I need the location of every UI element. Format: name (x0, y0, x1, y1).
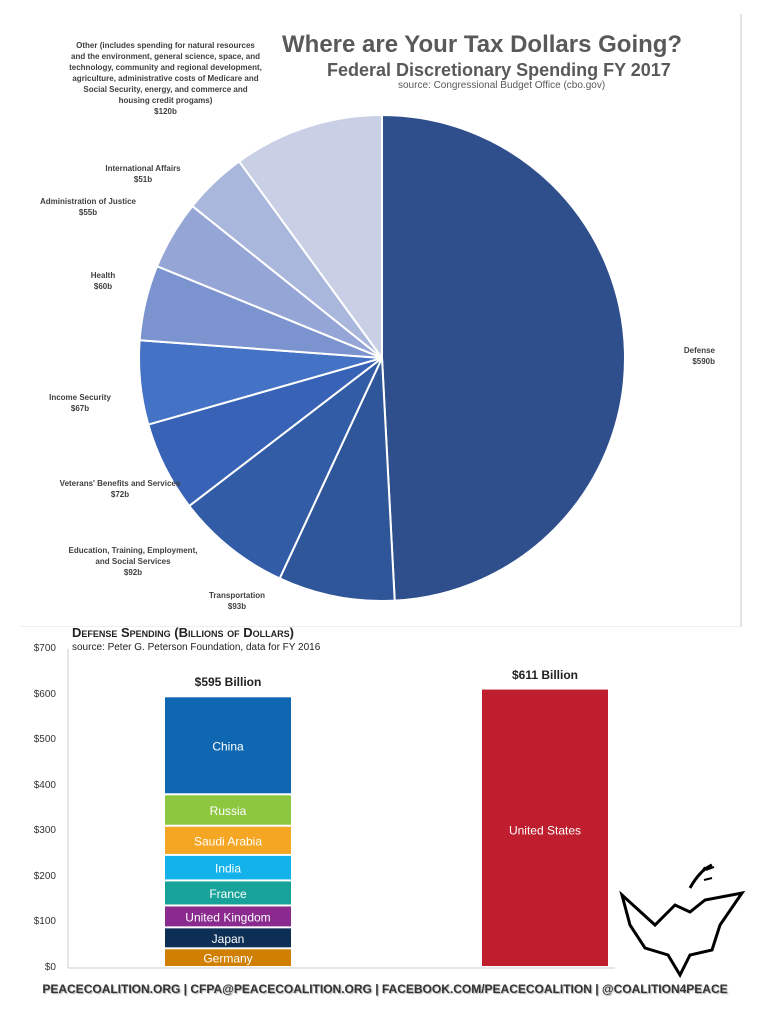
slice-value: $55b (78, 208, 98, 217)
bar-segment (165, 697, 291, 794)
bar-segment (165, 906, 291, 927)
slice-value: $72b (110, 490, 130, 499)
bar-segment (165, 855, 291, 880)
bar-segment (165, 881, 291, 905)
bar-segment (165, 928, 291, 948)
pie-slice-label: Administration of Justice $55b (23, 196, 153, 218)
bar-segment-label: China (212, 739, 244, 753)
y-tick-label: $600 (33, 688, 56, 700)
pie-slice (237, 113, 383, 362)
slice-value: $120b (154, 107, 177, 116)
bar-chart-title: Defense Spending (Billions of Dollars) (72, 625, 294, 640)
slice-name: Other (includes spending for natural res… (69, 41, 262, 105)
pie-slice (278, 357, 396, 602)
y-tick-label: $700 (33, 643, 56, 654)
footer-contact: PEACECOALITION.ORG | CFPA@PEACECOALITION… (42, 982, 728, 996)
page-title: Where are Your Tax Dollars Going? (282, 31, 683, 58)
slice-name: International Affairs (105, 164, 181, 173)
y-tick-label: $0 (44, 962, 56, 973)
slice-name: Transportation (208, 591, 265, 600)
pie-slice-label: Defense $590b (660, 345, 715, 367)
slice-name: Income Security (49, 393, 111, 402)
bar-segment (165, 795, 291, 825)
bar-segment-label: United Kingdom (185, 910, 270, 924)
slice-value: $67b (70, 404, 90, 413)
pie-slice-label: Other (includes spending for natural res… (68, 40, 263, 117)
pie-slice-label: Veterans' Benefits and Services $72b (55, 478, 185, 500)
bar-segment (482, 689, 608, 966)
bar-segment-label: India (215, 862, 241, 876)
pie-slice-label: Education, Training, Employment, and Soc… (68, 545, 198, 578)
slice-name: Health (90, 271, 116, 280)
bar-segment-label: Saudi Arabia (194, 834, 262, 848)
bar-segment-label: Japan (212, 932, 245, 946)
pie-slice-label: Income Security $67b (15, 392, 145, 414)
slice-name: Veterans' Benefits and Services (59, 479, 181, 488)
slice-value: $93b (227, 602, 247, 611)
y-tick-label: $200 (33, 870, 56, 882)
pie-slice-label: Health $60b (38, 270, 168, 292)
slice-value: $92b (123, 568, 143, 577)
y-tick-label: $500 (33, 734, 56, 746)
bar-segment-label: United States (509, 824, 581, 838)
y-tick-label: $100 (33, 916, 56, 928)
slice-value: $51b (133, 175, 153, 184)
y-tick-label: $300 (33, 825, 56, 837)
pie-slice (381, 113, 626, 602)
slice-value: $590b (692, 357, 715, 366)
bar-total-label: $611 Billion (511, 667, 579, 682)
bar-total-label: $595 Billion (194, 675, 262, 690)
pie-slice-label: International Affairs $51b (78, 163, 208, 185)
pie-slice-label: Transportation $93b (172, 590, 302, 612)
slice-name: Education, Training, Employment, and Soc… (68, 546, 198, 566)
y-tick-label: $400 (33, 779, 56, 791)
slice-value: $60b (93, 282, 113, 291)
bar-segment-label: Russia (210, 804, 247, 818)
pie-chart (138, 113, 626, 602)
bar-segment-label: France (209, 887, 247, 901)
slice-name: Administration of Justice (39, 197, 136, 206)
dove-icon (619, 863, 746, 979)
pie-slice (187, 357, 383, 580)
pie-subtitle: Federal Discretionary Spending FY 2017 (327, 60, 671, 80)
bar-chart-source: source: Peter G. Peterson Foundation, da… (72, 642, 321, 653)
bar-segment (165, 826, 291, 854)
pie-source: source: Congressional Budget Office (cbo… (398, 80, 606, 91)
slice-name: Defense (683, 346, 715, 355)
bar-segment (165, 949, 291, 966)
bar-segment-label: Germany (203, 952, 252, 966)
